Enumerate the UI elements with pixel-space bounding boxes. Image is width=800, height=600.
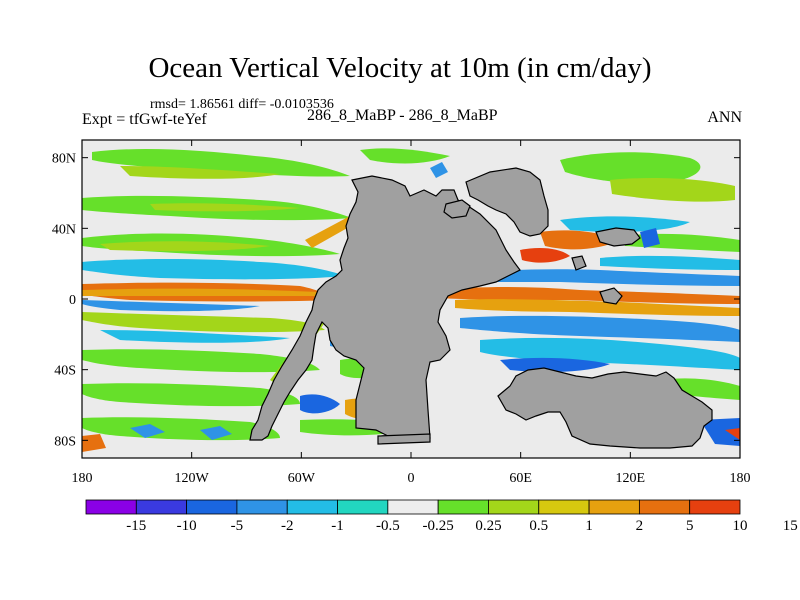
field-patch <box>100 241 270 252</box>
colorbar-label: -1 <box>331 518 344 534</box>
field-patch <box>500 357 610 372</box>
colorbar-swatch <box>85 499 137 515</box>
field-patch <box>82 434 106 452</box>
map-panel: 80N 40N 0 40S 80S 180 120W 60W 0 60E 120E 180 <box>52 139 751 486</box>
colorbar-swatch <box>286 499 338 515</box>
field-patch <box>130 424 165 438</box>
colorbar-label: -10 <box>177 518 197 534</box>
field-patch <box>560 216 690 232</box>
x-tick-label: 60E <box>509 471 532 486</box>
field-patch <box>455 299 740 316</box>
colorbar-swatch <box>135 499 188 515</box>
colorbar-swatch <box>337 499 389 515</box>
x-tick-label: 60W <box>288 471 316 486</box>
latitude-labels: 80N 40N 0 40S 80S <box>52 152 76 450</box>
colorbar-labels: -15 -10 -5 -2 -1 -0.5 -0.25 0.25 0.5 1 2 5 10 15 <box>126 518 798 534</box>
y-tick-label: 40N <box>52 222 76 237</box>
field-patch <box>460 315 740 342</box>
x-tick-label: 120W <box>175 471 210 486</box>
field-patch <box>82 383 300 407</box>
colorbar-swatch <box>437 499 489 515</box>
land-masses <box>249 167 713 449</box>
x-tick-label: 180 <box>730 471 751 486</box>
case-difference-label: 286_8_MaBP - 286_8_MaBP <box>307 107 498 124</box>
land-western-continent <box>249 175 521 443</box>
colorbar-label: -5 <box>231 518 244 534</box>
colorbar-label: 0.5 <box>529 518 548 534</box>
colorbar-label: 2 <box>636 518 644 534</box>
x-tick-label: 120E <box>616 471 646 486</box>
land-antarctic-strip <box>377 433 431 445</box>
experiment-label: Expt = tfGwf-teYef <box>82 111 207 128</box>
colorbar-swatch <box>488 499 540 515</box>
field-patch <box>480 337 740 370</box>
field-patch <box>360 148 450 164</box>
colorbar-label: 10 <box>733 518 748 534</box>
colorbar-swatch <box>186 499 238 515</box>
field-patch <box>82 259 345 280</box>
colorbar-label: 1 <box>585 518 593 534</box>
colorbar-swatch <box>236 499 288 515</box>
colorbar-label: -0.5 <box>376 518 400 534</box>
season-label: ANN <box>707 109 742 126</box>
colorbar-label: -15 <box>126 518 146 534</box>
field-patch <box>82 300 260 312</box>
ocean-field <box>82 148 740 452</box>
field-patch <box>430 162 448 178</box>
land-small-island-3 <box>571 255 587 271</box>
y-tick-label: 40S <box>54 364 76 379</box>
colorbar-swatch <box>689 499 741 515</box>
colorbar-swatch <box>588 499 640 515</box>
field-patch <box>450 269 740 286</box>
colorbar-swatch <box>638 499 691 515</box>
field-patch <box>640 228 660 248</box>
field-patch <box>300 394 340 414</box>
field-patch <box>150 203 300 212</box>
field-patch <box>92 149 350 177</box>
field-patch <box>100 330 290 343</box>
land-small-island-4 <box>599 287 623 305</box>
field-patch <box>82 288 320 296</box>
land-small-island-2 <box>443 199 471 219</box>
field-patch <box>120 166 280 179</box>
field-patch <box>560 152 701 184</box>
longitude-labels: 180 120W 60W 0 60E 120E 180 <box>72 471 751 486</box>
x-tick-label: 0 <box>408 471 415 486</box>
colorbar-label: 5 <box>686 518 694 534</box>
y-tick-label: 80N <box>52 152 76 167</box>
y-tick-label: 80S <box>54 434 76 449</box>
rmsd-diff-label: rmsd= 1.86561 diff= -0.0103536 <box>150 97 334 112</box>
y-tick-label: 0 <box>69 293 76 308</box>
field-patch <box>700 418 740 446</box>
plot-title: Ocean Vertical Velocity at 10m (in cm/da… <box>148 52 652 84</box>
field-patch <box>200 426 232 440</box>
field-patch <box>610 178 735 202</box>
colorbar-label: -2 <box>281 518 294 534</box>
colorbar-label: -0.25 <box>423 518 454 534</box>
field-patch <box>725 428 740 440</box>
land-small-island-1 <box>595 227 641 247</box>
colorbar-swatch <box>538 499 590 515</box>
colorbar <box>85 499 741 515</box>
colorbar-swatch <box>387 499 439 515</box>
land-eastern-continent <box>497 367 713 449</box>
field-patch <box>82 312 325 333</box>
x-tick-label: 180 <box>72 471 93 486</box>
land-northern-block <box>465 167 549 237</box>
map-ticks <box>81 140 741 458</box>
colorbar-label: 15 <box>783 518 798 534</box>
field-patch <box>600 255 740 270</box>
field-patch <box>520 248 570 263</box>
field-patch <box>82 349 320 373</box>
colorbar-label: 0.25 <box>475 518 501 534</box>
